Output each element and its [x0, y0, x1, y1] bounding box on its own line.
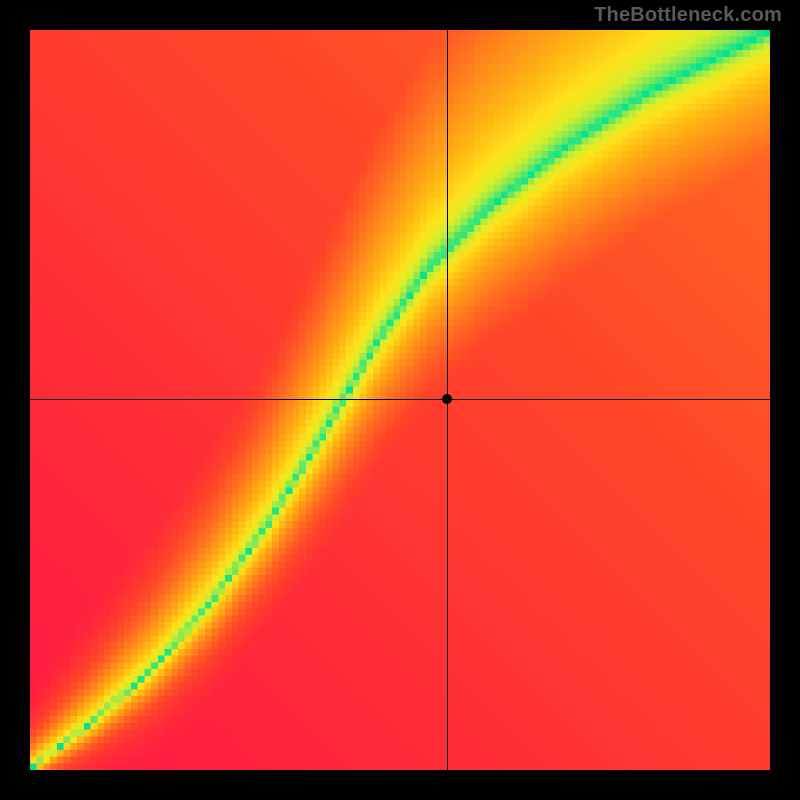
watermark-text: TheBottleneck.com: [594, 4, 782, 27]
chart-container: TheBottleneck.com: [0, 0, 800, 800]
crosshair-horizontal: [30, 399, 770, 400]
bottleneck-heatmap: [30, 30, 770, 770]
crosshair-marker-dot: [442, 394, 452, 404]
